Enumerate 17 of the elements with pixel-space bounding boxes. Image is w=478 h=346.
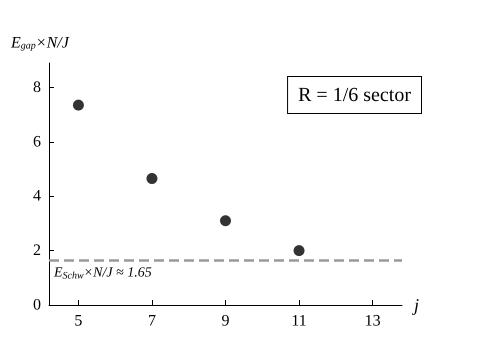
x-tick-label: 9 [222, 312, 230, 330]
point [220, 215, 231, 226]
y-tick-label: 6 [33, 133, 41, 150]
annotation: R = 1/6 sector [298, 84, 412, 106]
y-tick-label: 4 [33, 188, 41, 205]
y-axis-title: Egap×N/J [10, 34, 70, 52]
x-tick-label: 5 [74, 312, 82, 330]
y-tick-label: 0 [33, 296, 41, 314]
x-tick-label: 13 [364, 312, 381, 330]
y-tick-label: 2 [33, 242, 41, 260]
x-axis-title: j [412, 295, 420, 315]
point [72, 100, 84, 111]
point [146, 173, 158, 184]
x-tick-label: 7 [148, 312, 156, 330]
point [294, 245, 305, 256]
y-tick-label: 8 [33, 78, 41, 96]
x-tick-label: 11 [291, 312, 307, 330]
